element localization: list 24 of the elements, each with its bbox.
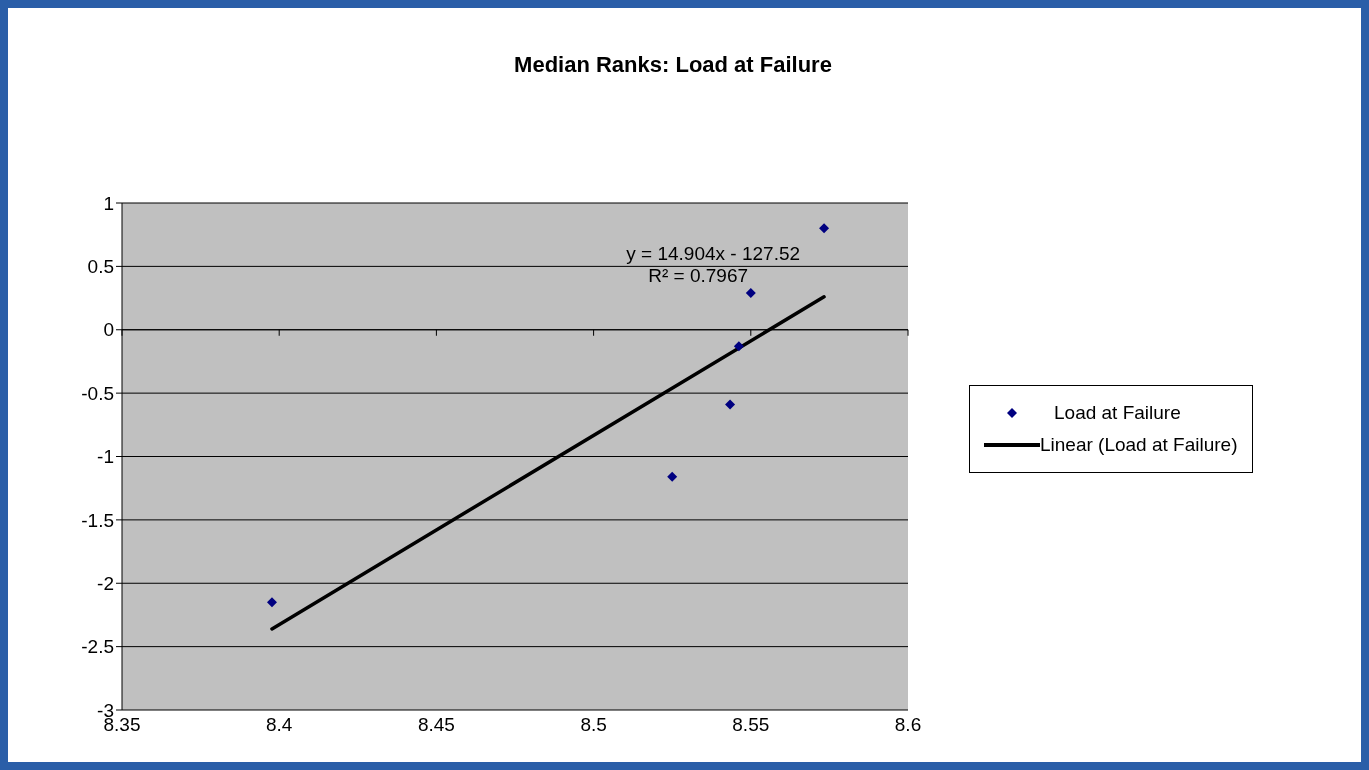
x-tick-label: 8.6 <box>894 714 922 736</box>
legend-label: Linear (Load at Failure) <box>1040 434 1238 456</box>
y-tick-label: -1.5 <box>81 509 114 531</box>
legend-label: Load at Failure <box>1054 402 1181 424</box>
x-tick-label: 8.55 <box>732 714 770 736</box>
point <box>745 287 756 298</box>
point <box>266 597 277 608</box>
chart-title: Median Ranks: Load at Failure <box>513 52 833 78</box>
y-tick-label: -2.5 <box>81 636 114 658</box>
y-tick-label: -1 <box>97 446 114 468</box>
y-tick-label: 0 <box>103 319 114 341</box>
annotation: R² = 0.7967 <box>647 264 749 287</box>
x-tick-label: 8.4 <box>265 714 293 736</box>
point <box>819 223 830 234</box>
point <box>725 399 736 410</box>
x-tick-label: 8.5 <box>580 714 607 736</box>
y-tick-label: -2 <box>97 572 114 594</box>
point <box>733 341 744 352</box>
y-tick-label: 0.5 <box>87 256 114 278</box>
point <box>667 471 678 482</box>
annotation: y = 14.904x - 127.52 <box>625 242 801 265</box>
y-tick-label: -0.5 <box>81 382 114 404</box>
y-tick-label: 1 <box>103 192 114 214</box>
x-tick-label: 8.45 <box>417 714 455 736</box>
